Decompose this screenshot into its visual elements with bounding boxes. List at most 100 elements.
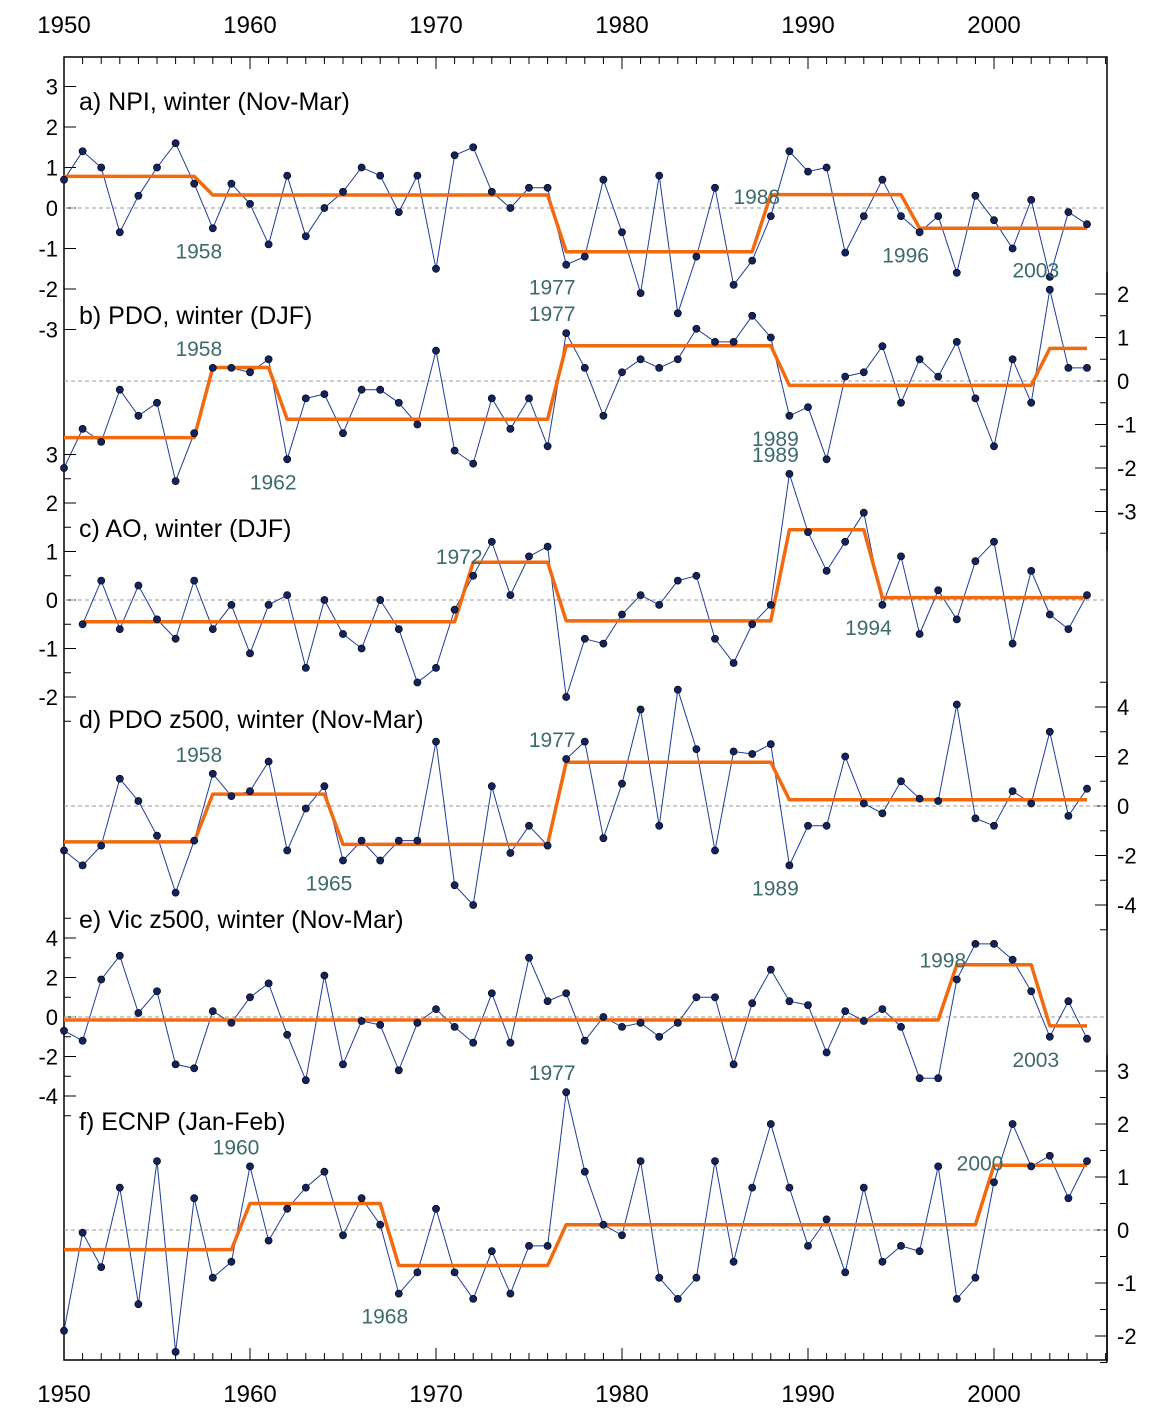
data-point <box>264 979 273 988</box>
data-point <box>562 755 571 763</box>
data-point <box>952 975 961 984</box>
data-point <box>208 1273 217 1282</box>
data-point <box>655 1273 664 1282</box>
data-point <box>525 1242 533 1250</box>
data-point <box>878 175 887 184</box>
y-tick-label: 3 <box>46 75 58 100</box>
data-point <box>543 997 552 1006</box>
data-point <box>599 175 608 184</box>
data-point <box>208 1007 217 1015</box>
top-x-axis: 1950 1960 1970 1980 1990 2000 <box>37 12 1107 69</box>
data-point <box>673 1019 682 1027</box>
data-point <box>655 171 664 180</box>
data-point <box>599 411 608 420</box>
data-point <box>711 846 719 855</box>
data-point <box>97 1263 106 1271</box>
y-tick-label: -4 <box>38 1084 58 1109</box>
data-point <box>525 394 533 403</box>
shift-year-label: 1958 <box>175 338 222 361</box>
y-tick-label: 2 <box>46 966 58 991</box>
data-point <box>822 567 831 575</box>
data-point <box>804 167 812 176</box>
y-tick-label: 4 <box>1117 695 1129 720</box>
data-point <box>487 537 496 546</box>
data-point <box>841 372 850 381</box>
data-point <box>339 1231 347 1240</box>
data-point <box>543 183 552 192</box>
data-point <box>283 591 292 599</box>
data-point <box>655 821 664 830</box>
data-point <box>822 1048 831 1057</box>
data-point <box>506 849 515 857</box>
y-tick-label: 0 <box>1117 794 1129 819</box>
data-point <box>320 971 329 980</box>
data-point <box>692 571 701 580</box>
data-point <box>562 260 571 269</box>
data-point <box>952 1295 961 1303</box>
data-point <box>246 1162 254 1171</box>
series-line <box>63 142 1088 314</box>
data-point <box>655 601 664 609</box>
data-point <box>525 821 533 830</box>
data-point <box>450 881 459 890</box>
bottom-x-tick-label: 1990 <box>781 1381 834 1408</box>
data-point <box>580 737 589 746</box>
data-point <box>1027 195 1036 204</box>
data-point <box>1064 625 1073 633</box>
data-point <box>525 183 533 192</box>
data-point <box>934 1074 943 1083</box>
bottom-x-axis: 1950 1960 1970 1980 1990 2000 <box>37 1348 1107 1408</box>
data-point <box>1064 208 1073 216</box>
data-point <box>246 993 254 1002</box>
data-point <box>711 337 719 346</box>
data-point <box>246 368 254 377</box>
data-point <box>636 1157 645 1165</box>
data-point <box>822 455 831 464</box>
panel-title: a) NPI, winter (Nov-Mar) <box>79 88 350 116</box>
data-point <box>227 363 236 372</box>
data-point <box>1064 997 1073 1006</box>
data-point <box>227 1257 236 1266</box>
y-tick-label: 2 <box>1117 1112 1129 1137</box>
left-y-axis: 4 2 0 -2 -4 <box>38 917 76 1117</box>
data-point <box>971 394 980 403</box>
data-point <box>599 1013 608 1021</box>
panel-title: e) Vic z500, winter (Nov-Mar) <box>79 906 404 934</box>
data-point <box>990 940 998 948</box>
data-point <box>301 804 310 813</box>
data-point <box>469 571 478 580</box>
data-point <box>115 385 124 394</box>
data-point <box>487 1247 496 1256</box>
y-tick-label: 0 <box>46 1005 58 1030</box>
y-tick-label: 2 <box>46 115 58 140</box>
data-point <box>804 1001 812 1009</box>
data-point <box>915 630 924 638</box>
y-tick-label: 3 <box>46 443 58 468</box>
data-point <box>190 576 199 585</box>
data-point <box>413 678 422 687</box>
data-point <box>766 740 775 748</box>
data-point <box>115 228 124 237</box>
data-point <box>320 204 329 212</box>
data-point <box>766 212 775 220</box>
data-point <box>1045 727 1054 736</box>
y-tick-label: 0 <box>46 588 58 613</box>
data-point <box>190 836 199 845</box>
data-point <box>804 528 812 536</box>
data-point <box>804 1242 812 1250</box>
data-point <box>804 821 812 830</box>
right-y-axis: 2 1 0 -1 -2 -3 <box>1095 272 1137 551</box>
data-point <box>1083 591 1091 599</box>
data-point <box>1008 244 1017 253</box>
data-point <box>971 814 980 823</box>
data-point <box>1045 1151 1054 1160</box>
data-point <box>487 782 496 791</box>
shift-year-label: 1958 <box>175 744 222 767</box>
data-point <box>153 831 161 840</box>
bottom-x-tick-label: 1970 <box>409 1381 462 1408</box>
data-point <box>432 1204 440 1213</box>
data-point <box>153 987 161 996</box>
data-point <box>394 1066 403 1075</box>
y-tick-label: 2 <box>1117 282 1129 307</box>
shift-year-label: 1968 <box>361 1306 408 1329</box>
